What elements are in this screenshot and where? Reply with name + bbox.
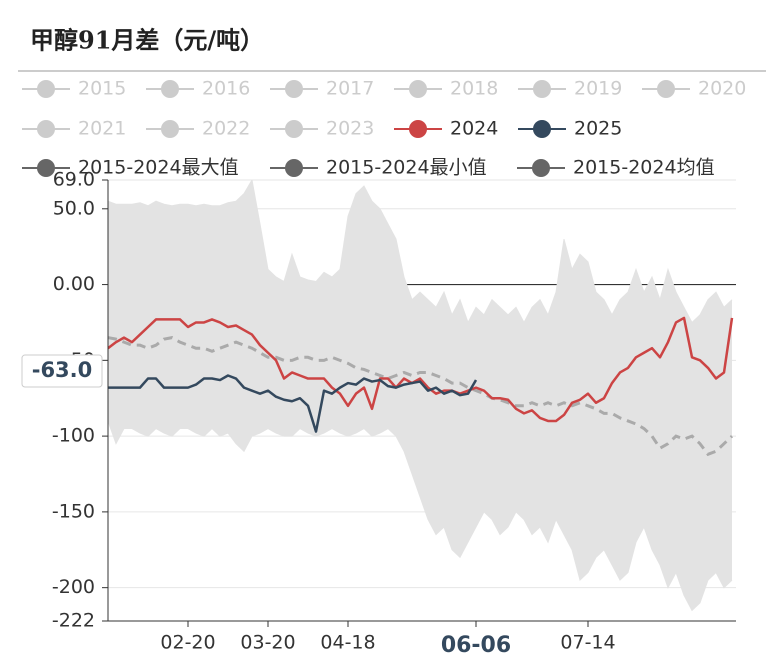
legend-marker <box>285 120 303 138</box>
crosshair-y-box <box>21 354 103 388</box>
crosshair-y-label: -63.0 <box>32 358 93 382</box>
legend-label: 2024 <box>450 118 498 140</box>
crosshair-x-label: 06-06 <box>441 633 511 658</box>
x-tick-label: 02-20 <box>160 632 215 654</box>
legend-item[interactable]: 2025 <box>518 118 622 140</box>
legend-item[interactable]: 2015-2024均值 <box>517 157 715 179</box>
y-tick-label: -150 <box>52 500 95 522</box>
legend-item[interactable]: 2019 <box>518 78 622 100</box>
crosshair-x-box <box>431 628 521 662</box>
legend-label: 2017 <box>326 78 374 100</box>
legend-label: 2018 <box>450 78 498 100</box>
range-band <box>108 180 732 611</box>
legend-marker <box>409 80 427 98</box>
legend-label: 2015-2024最大值 <box>78 157 239 179</box>
legend-item[interactable]: 2018 <box>394 78 498 100</box>
legend-item[interactable]: 2015-2024最小值 <box>270 157 487 179</box>
band-edge <box>108 420 733 612</box>
series-line <box>108 374 478 433</box>
legend-label: 2016 <box>202 78 250 100</box>
series-line <box>108 316 734 423</box>
legend-marker <box>532 159 550 177</box>
legend-marker <box>37 120 55 138</box>
legend-item[interactable]: 2015-2024最大值 <box>22 157 239 179</box>
legend-label: 2015 <box>78 78 126 100</box>
y-tick-label: 0.00 <box>53 273 95 295</box>
legend-label: 2020 <box>698 78 746 100</box>
y-tick-label: 69.0 <box>53 169 95 191</box>
legend-marker <box>37 159 55 177</box>
legend-marker <box>409 120 427 138</box>
y-tick-label: -100 <box>52 425 95 447</box>
legend-label: 2022 <box>202 118 250 140</box>
x-tick-label: 07-14 <box>560 632 615 654</box>
legend-marker <box>37 80 55 98</box>
y-tick-label: -200 <box>52 576 95 598</box>
legend-label: 2019 <box>574 78 622 100</box>
legend-marker <box>161 120 179 138</box>
legend-label: 2015-2024最小值 <box>326 157 487 179</box>
x-tick-label: 04-18 <box>320 632 375 654</box>
chart-title: 甲醇91月差（元/吨） <box>30 26 264 55</box>
x-tick-label: 03-20 <box>240 632 295 654</box>
legend-item[interactable]: 2024 <box>394 118 498 140</box>
legend-marker <box>285 80 303 98</box>
y-tick-label: -222 <box>52 610 95 632</box>
legend-marker <box>285 159 303 177</box>
legend-marker <box>533 80 551 98</box>
legend-item[interactable]: 2021 <box>22 118 126 140</box>
legend-marker <box>161 80 179 98</box>
plot-area: 紫金天风期货 <box>108 180 734 612</box>
legend-item[interactable]: 2015 <box>22 78 126 100</box>
legend-label: 2021 <box>78 118 126 140</box>
legend-marker <box>533 120 551 138</box>
legend-item[interactable]: 2017 <box>270 78 374 100</box>
band-edge <box>108 180 733 324</box>
legend-item[interactable]: 2016 <box>146 78 250 100</box>
legend-item[interactable]: 2023 <box>270 118 374 140</box>
legend-marker <box>657 80 675 98</box>
legend-label: 2015-2024均值 <box>573 157 715 179</box>
legend-item[interactable]: 2022 <box>146 118 250 140</box>
legend-item[interactable]: 2020 <box>642 78 746 100</box>
legend-label: 2025 <box>574 118 622 140</box>
mean-line <box>108 336 734 457</box>
legend-label: 2023 <box>326 118 374 140</box>
y-tick-label: 50.0 <box>53 197 95 219</box>
